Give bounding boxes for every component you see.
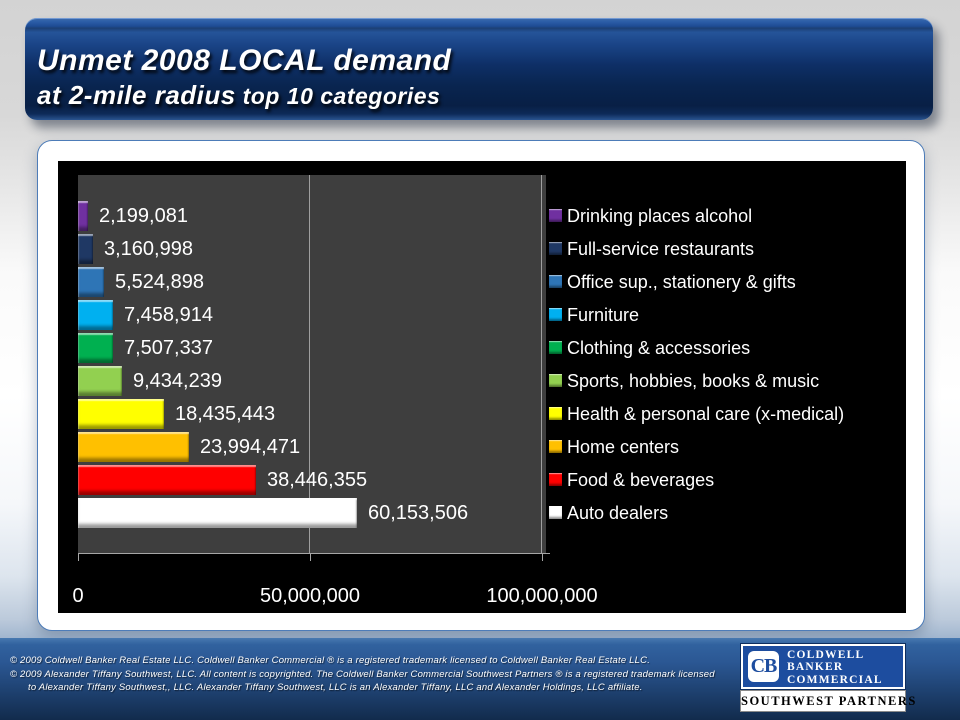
bar-value-label: 3,160,998: [104, 238, 193, 260]
copyright-line2: © 2009 Alexander Tiffany Southwest, LLC.…: [10, 668, 715, 680]
copyright-line1: © 2009 Coldwell Banker Real Estate LLC. …: [10, 655, 651, 666]
bar-row: 60,153,506: [78, 498, 546, 528]
legend-label: Health & personal care (x-medical): [567, 404, 845, 424]
logo-brand-name: COLDWELL BANKER COMMERCIAL: [787, 649, 883, 686]
legend-label: Office sup., stationery & gifts: [567, 272, 796, 292]
x-axis-tick-label: 0: [72, 585, 84, 607]
slide-title-line1: Unmet 2008 LOCAL demand: [37, 44, 452, 77]
title-banner: Unmet 2008 LOCAL demand at 2-mile radius…: [25, 18, 933, 120]
bar: [78, 300, 113, 330]
bar-row: 2,199,081: [78, 201, 546, 231]
legend-label: Auto dealers: [567, 503, 669, 523]
x-axis-tick: [310, 553, 311, 561]
bar: [78, 201, 88, 231]
bar-value-label: 7,458,914: [124, 304, 213, 326]
bar-row: 23,994,471: [78, 432, 546, 462]
bar-value-label: 7,507,337: [124, 337, 213, 359]
legend-swatch-icon: [549, 374, 562, 387]
legend-swatch-icon: [549, 440, 562, 453]
bar-row: 5,524,898: [78, 267, 546, 297]
bar: [78, 465, 256, 495]
bar: [78, 432, 189, 462]
legend-swatch-icon: [549, 341, 562, 354]
legend-label: Sports, hobbies, books & music: [567, 371, 820, 391]
logo-blue-box: CB COLDWELL BANKER COMMERCIAL: [740, 643, 906, 690]
bar-value-label: 18,435,443: [175, 403, 276, 425]
bar: [78, 366, 122, 396]
x-axis-tick: [542, 553, 543, 561]
x-axis-tick-label: 50,000,000: [259, 585, 361, 607]
x-axis-tick-label: 100,000,000: [486, 585, 598, 607]
legend-swatch-icon: [549, 275, 562, 288]
plot-area: 2,199,081 3,160,998 5,524,898 7,458,914 7,50…: [78, 175, 546, 553]
bar-row: 9,434,239: [78, 366, 546, 396]
gridline: [309, 175, 310, 553]
gridline: [541, 175, 542, 553]
bar-value-label: 2,199,081: [99, 205, 188, 227]
bar: [78, 498, 357, 528]
bar-row: 7,507,337: [78, 333, 546, 363]
cb-monogram-icon: CB: [748, 651, 779, 682]
x-axis-tick: [78, 553, 79, 561]
logo-subtitle: SOUTHWEST PARTNERS: [740, 690, 915, 712]
legend-label: Full-service restaurants: [567, 239, 755, 259]
bar-row: 38,446,355: [78, 465, 546, 495]
chart-panel: 2,199,081 3,160,998 5,524,898 7,458,914 7,50…: [37, 140, 925, 631]
legend-label: Drinking places alcohol: [567, 206, 753, 226]
legend-swatch-icon: [549, 407, 562, 420]
coldwell-banker-logo: CB COLDWELL BANKER COMMERCIAL SOUTHWEST …: [740, 643, 915, 712]
legend-label: Clothing & accessories: [567, 338, 751, 358]
logo-word-coldwell: COLDWELL: [787, 649, 865, 661]
legend-swatch-icon: [549, 308, 562, 321]
slide-title-line2-main: at 2-mile radius: [37, 80, 236, 110]
bar-value-label: 23,994,471: [200, 436, 301, 458]
legend-label: Food & beverages: [567, 470, 715, 490]
bar-value-label: 38,446,355: [267, 469, 368, 491]
legend-swatch-icon: [549, 242, 562, 255]
legend-swatch-icon: [549, 473, 562, 486]
legend-swatch-icon: [549, 506, 562, 519]
bar-value-label: 5,524,898: [115, 271, 204, 293]
bar: [78, 333, 113, 363]
slide-title-line2-small: top 10 categories: [235, 83, 441, 109]
bar: [78, 267, 104, 297]
x-axis-line: [78, 553, 550, 554]
bar-row: 18,435,443: [78, 399, 546, 429]
bar: [78, 399, 164, 429]
legend-label: Furniture: [567, 305, 640, 325]
copyright-line3: to Alexander Tiffany Southwest,, LLC. Al…: [28, 682, 643, 693]
copyright-text: © 2009 Coldwell Banker Real Estate LLC. …: [10, 654, 715, 695]
bar-value-label: 60,153,506: [368, 502, 469, 524]
legend-label: Home centers: [567, 437, 680, 457]
bar-row: 3,160,998: [78, 234, 546, 264]
chart-canvas: 2,199,081 3,160,998 5,524,898 7,458,914 7,50…: [58, 161, 906, 613]
logo-word-commercial: COMMERCIAL: [787, 673, 883, 686]
legend-swatch-icon: [549, 209, 562, 222]
bar: [78, 234, 93, 264]
slide-title-line2: at 2-mile radius top 10 categories: [37, 80, 440, 111]
logo-word-banker: BANKER: [787, 661, 844, 674]
bar-value-label: 9,434,239: [133, 370, 222, 392]
bar-row: 7,458,914: [78, 300, 546, 330]
